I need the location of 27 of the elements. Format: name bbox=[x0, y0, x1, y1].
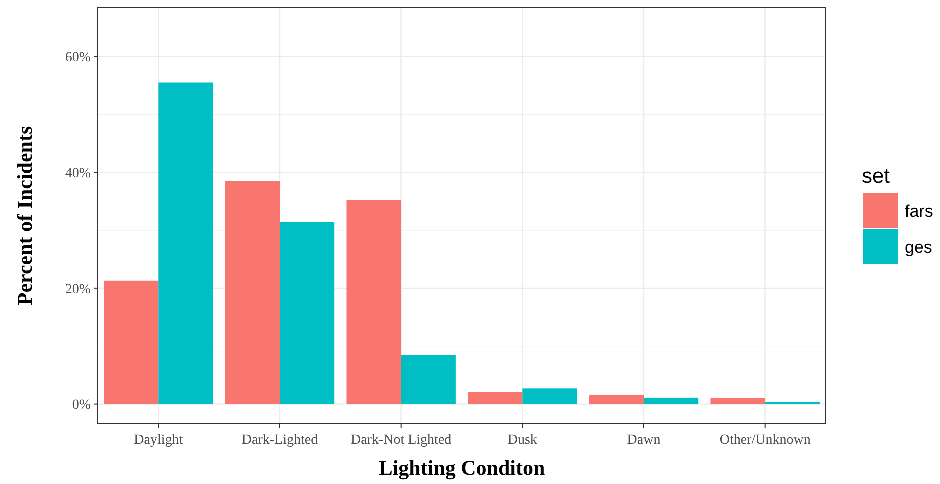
legend-label: fars bbox=[905, 202, 934, 221]
bar bbox=[346, 200, 402, 404]
legend-title: set bbox=[862, 165, 890, 188]
y-tick-label: 20% bbox=[65, 282, 92, 298]
x-tick-label: Dawn bbox=[627, 433, 661, 448]
bar bbox=[710, 398, 766, 404]
bar bbox=[158, 82, 214, 404]
bar bbox=[522, 388, 578, 404]
bar bbox=[225, 181, 280, 404]
x-axis-title: Lighting Conditon bbox=[378, 456, 546, 480]
bar bbox=[765, 402, 820, 404]
bar bbox=[280, 222, 335, 404]
bar bbox=[468, 392, 523, 404]
legend-label: ges bbox=[905, 238, 932, 257]
bar bbox=[104, 280, 159, 404]
y-tick-label: 40% bbox=[65, 166, 92, 182]
y-tick-label: 0% bbox=[72, 398, 92, 414]
y-axis-title: Percent of Incidents bbox=[13, 126, 37, 306]
x-tick-label: Dusk bbox=[508, 433, 538, 448]
x-tick-label: Daylight bbox=[134, 433, 184, 448]
bar bbox=[589, 395, 644, 404]
x-tick-label: Other/Unknown bbox=[720, 433, 811, 448]
bar bbox=[401, 355, 456, 404]
x-tick-label: Dark-Not Lighted bbox=[350, 433, 452, 448]
x-tick-label: Dark-Lighted bbox=[242, 433, 318, 448]
bar bbox=[644, 398, 699, 404]
y-tick-label: 60% bbox=[65, 50, 92, 66]
